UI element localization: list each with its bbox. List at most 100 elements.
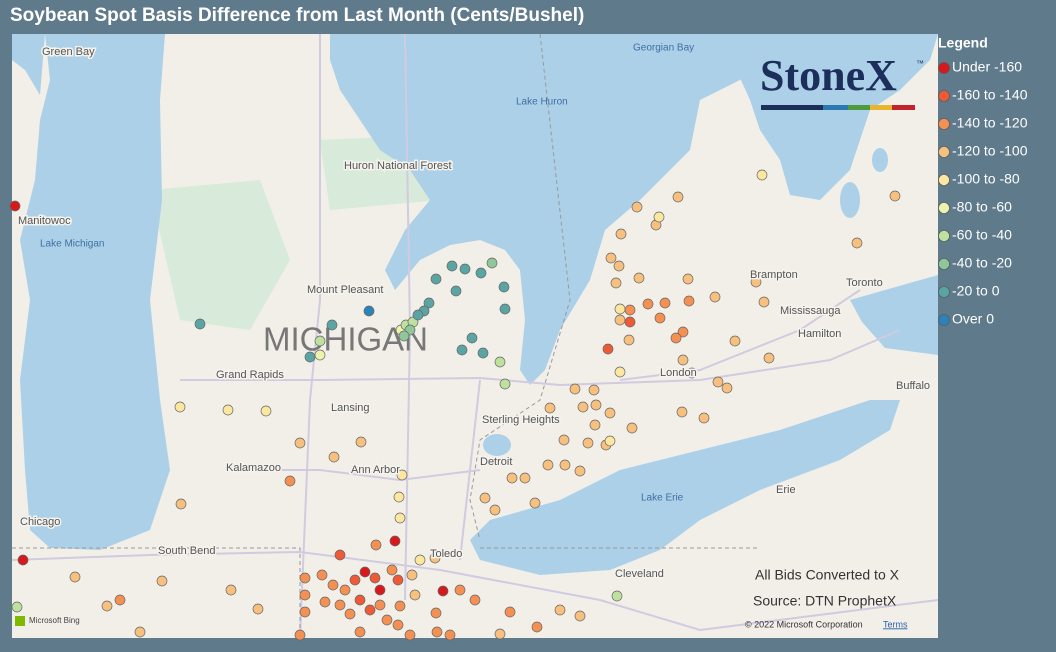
- bid-point: [319, 596, 331, 608]
- legend-label: -40 to -20: [952, 255, 1012, 271]
- bid-point: [889, 190, 901, 202]
- water-label: Lake Erie: [641, 493, 684, 504]
- water-label: Georgian Bay: [633, 43, 694, 54]
- bid-point: [604, 407, 616, 419]
- bid-point: [494, 356, 506, 368]
- bid-point: [363, 305, 375, 317]
- bid-point: [486, 257, 498, 269]
- provider-logo: [15, 616, 25, 626]
- bid-point: [477, 347, 489, 359]
- bid-point: [9, 200, 21, 212]
- bid-point: [750, 276, 762, 288]
- bid-point: [544, 402, 556, 414]
- bid-point: [429, 552, 441, 564]
- terms-link[interactable]: Terms: [883, 619, 908, 629]
- bid-point: [404, 629, 416, 641]
- legend: Under -160 -160 to -140 -140 to -120 -120 t…: [938, 59, 1028, 327]
- water-label: Lake Michigan: [40, 239, 104, 250]
- bid-point: [559, 459, 571, 471]
- bid-point: [194, 318, 206, 330]
- legend-swatch: [938, 146, 950, 158]
- logo-bar: [761, 105, 823, 110]
- bid-point: [316, 569, 328, 581]
- bid-point: [431, 626, 443, 638]
- bid-point: [409, 589, 421, 601]
- legend-swatch: [938, 286, 950, 298]
- bid-point: [175, 498, 187, 510]
- bid-point: [602, 343, 614, 355]
- bid-point: [589, 419, 601, 431]
- place-label: Erie: [776, 484, 796, 496]
- bid-point: [605, 252, 617, 264]
- bid-point: [430, 607, 442, 619]
- legend-label: -160 to -140: [952, 87, 1028, 103]
- bid-point: [459, 263, 471, 275]
- bid-point: [479, 492, 491, 504]
- points: [9, 169, 901, 641]
- legend-label: -140 to -120: [952, 115, 1028, 131]
- legend-swatch: [938, 174, 950, 186]
- place-label: Mount Pleasant: [307, 284, 383, 296]
- legend-label: -60 to -40: [952, 227, 1012, 243]
- bid-point: [456, 344, 468, 356]
- bid-point: [613, 260, 625, 272]
- bid-point: [677, 326, 689, 338]
- forest: [150, 180, 290, 330]
- bid-point: [386, 564, 398, 576]
- bid-point: [574, 465, 586, 477]
- logo: StoneX ™: [760, 51, 924, 110]
- title: Soybean Spot Basis Difference from Last …: [10, 5, 584, 26]
- bid-point: [304, 351, 316, 363]
- bid-point: [582, 437, 594, 449]
- bid-point: [624, 316, 636, 328]
- bid-point: [604, 435, 616, 447]
- logo-name: StoneX: [760, 51, 897, 100]
- place-label: Chicago: [20, 516, 60, 528]
- bid-point: [519, 472, 531, 484]
- place-label: Huron National Forest: [344, 160, 452, 172]
- bid-point: [364, 604, 376, 616]
- note: All Bids Converted to X: [755, 567, 900, 583]
- bid-point: [610, 277, 622, 289]
- bid-point: [294, 629, 306, 641]
- bid-point: [370, 539, 382, 551]
- bid-point: [574, 610, 586, 622]
- bid-point: [654, 312, 666, 324]
- legend-swatch: [938, 62, 950, 74]
- bid-point: [756, 169, 768, 181]
- bid-point: [504, 606, 516, 618]
- bid-point: [672, 191, 684, 203]
- bid-point: [494, 628, 506, 640]
- water-label: Lake Huron: [516, 97, 568, 108]
- bid-point: [624, 304, 636, 316]
- bid-point: [677, 354, 689, 366]
- bid-point: [314, 349, 326, 361]
- bid-point: [423, 297, 435, 309]
- bid-point: [334, 599, 346, 611]
- bid-point: [354, 594, 366, 606]
- bid-point: [499, 303, 511, 315]
- bid-point: [354, 626, 366, 638]
- legend-swatch: [938, 118, 950, 130]
- bid-point: [327, 579, 339, 591]
- bid-point: [542, 459, 554, 471]
- legend-swatch: [938, 258, 950, 270]
- bid-point: [69, 571, 81, 583]
- legend-swatch: [938, 202, 950, 214]
- place-label: Mississauga: [780, 305, 841, 317]
- borders: [12, 33, 760, 638]
- bid-point: [721, 382, 733, 394]
- bid-point: [334, 549, 346, 561]
- bid-point: [252, 603, 264, 615]
- bid-point: [590, 399, 602, 411]
- legend-swatch: [938, 230, 950, 242]
- bid-point: [554, 604, 566, 616]
- bid-point: [339, 584, 351, 596]
- place-label: Toronto: [846, 277, 883, 289]
- bid-point: [489, 504, 501, 516]
- bid-point: [454, 584, 466, 596]
- bid-point: [326, 319, 338, 331]
- bid-point: [686, 367, 698, 379]
- bid-point: [225, 584, 237, 596]
- bid-point: [437, 585, 449, 597]
